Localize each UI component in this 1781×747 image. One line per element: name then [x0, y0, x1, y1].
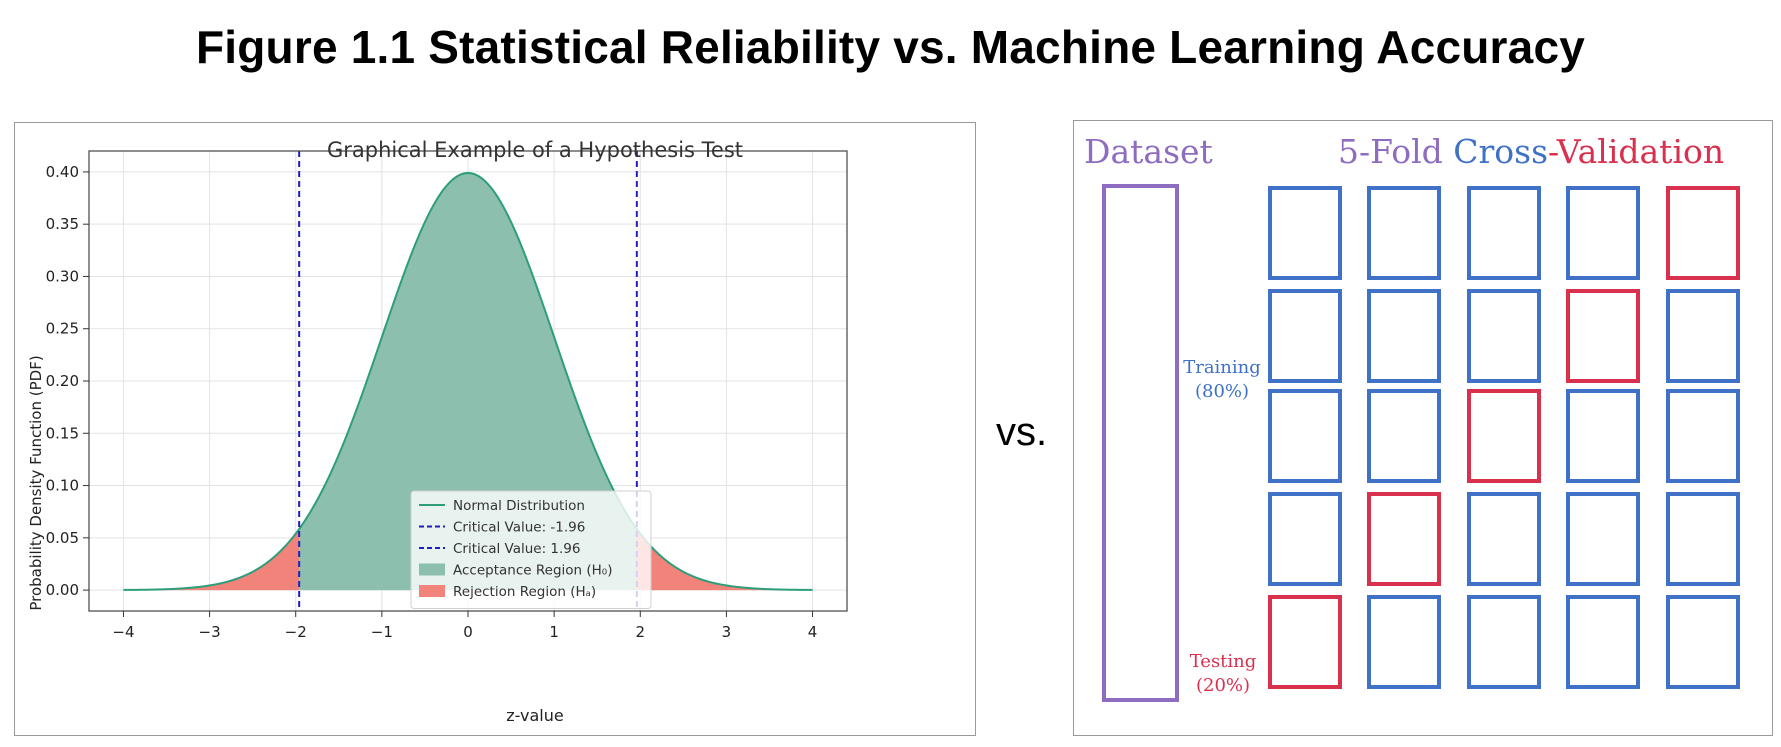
- legend-label: Normal Distribution: [453, 498, 585, 514]
- train-fold-box: [1367, 289, 1441, 383]
- train-fold-box: [1268, 389, 1342, 483]
- train-fold-box: [1467, 595, 1541, 689]
- x-tick-label: −2: [285, 623, 307, 641]
- legend-label: Critical Value: 1.96: [453, 541, 580, 557]
- y-axis-label: Probability Density Function (PDF): [27, 355, 45, 610]
- cross-validation-diagram: Dataset 5-Fold Cross-Validation Training…: [1084, 132, 1740, 702]
- training-label: Training: [1183, 357, 1261, 378]
- cv-title-cross: Cross: [1453, 132, 1548, 171]
- train-fold-box: [1666, 289, 1740, 383]
- testing-percent: (20%): [1196, 675, 1250, 696]
- cross-validation-panel: Dataset 5-Fold Cross-Validation Training…: [1073, 120, 1773, 736]
- test-fold-box: [1467, 389, 1541, 483]
- hypothesis-test-panel: −4 −3 −2 −1 0 1 2 3 4 0.00 0.05 0.10 0.15 0.20 0.25 0.3…: [14, 122, 976, 736]
- y-tick-label: 0.05: [46, 529, 79, 547]
- train-fold-box: [1666, 595, 1740, 689]
- train-fold-box: [1566, 595, 1640, 689]
- x-tick-label: 1: [549, 623, 559, 641]
- y-tick-label: 0.15: [46, 424, 79, 442]
- rejection-region: [123, 528, 300, 591]
- train-fold-box: [1566, 492, 1640, 586]
- y-tick-label: 0.30: [46, 267, 79, 285]
- chart-legend: Normal Distribution Critical Value: -1.96…: [410, 490, 652, 609]
- cv-title-fold: 5-Fold: [1338, 132, 1453, 171]
- x-tick-label: 2: [635, 623, 645, 641]
- dataset-bar: [1102, 184, 1179, 702]
- train-fold-box: [1268, 492, 1342, 586]
- test-fold-box: [1566, 289, 1640, 383]
- chart-title: Graphical Example of a Hypothesis Test: [327, 138, 743, 162]
- train-fold-box: [1467, 492, 1541, 586]
- train-fold-box: [1666, 492, 1740, 586]
- x-axis-label: z-value: [506, 706, 563, 725]
- training-percent: (80%): [1195, 381, 1249, 402]
- x-tick-label: −1: [371, 623, 393, 641]
- test-fold-box: [1268, 595, 1342, 689]
- figure-title: Figure 1.1 Statistical Reliability vs. M…: [195, 21, 1586, 73]
- fold-grid: [1268, 186, 1740, 689]
- y-tick-label: 0.10: [46, 477, 79, 495]
- hypothesis-test-chart: −4 −3 −2 −1 0 1 2 3 4 0.00 0.05 0.10 0.15 0.20 0.25 0.3…: [27, 138, 848, 725]
- train-fold-box: [1268, 186, 1342, 280]
- rejection-region: [636, 528, 813, 591]
- x-tick-label: −4: [112, 623, 134, 641]
- train-fold-box: [1566, 389, 1640, 483]
- train-fold-box: [1268, 289, 1342, 383]
- normal-distribution-curve: [123, 172, 813, 591]
- test-fold-box: [1666, 186, 1740, 280]
- train-fold-box: [1467, 289, 1541, 383]
- y-tick-label: 0.00: [46, 581, 79, 599]
- x-tick-label: 0: [463, 623, 473, 641]
- train-fold-box: [1367, 186, 1441, 280]
- train-fold-box: [1367, 595, 1441, 689]
- dataset-label: Dataset: [1084, 132, 1213, 171]
- train-fold-box: [1367, 389, 1441, 483]
- vs-label: vs.: [996, 410, 1048, 454]
- legend-label: Rejection Region (Hₐ): [453, 584, 596, 600]
- x-tick-label: 3: [722, 623, 732, 641]
- cv-title-validation: -Validation: [1548, 132, 1724, 171]
- acceptance-region: [299, 173, 637, 591]
- y-tick-label: 0.40: [46, 163, 79, 181]
- legend-label: Acceptance Region (H₀): [453, 563, 612, 579]
- legend-box: [410, 490, 652, 609]
- testing-label: Testing: [1190, 651, 1257, 672]
- train-fold-box: [1467, 186, 1541, 280]
- cv-title: 5-Fold Cross-Validation: [1338, 132, 1724, 171]
- y-tick-label: 0.20: [46, 372, 79, 390]
- x-tick-label: 4: [808, 623, 818, 641]
- legend-swatch: [419, 585, 445, 597]
- train-fold-box: [1666, 389, 1740, 483]
- y-tick-label: 0.35: [46, 215, 79, 233]
- y-tick-label: 0.25: [46, 320, 79, 338]
- test-fold-box: [1367, 492, 1441, 586]
- x-tick-label: −3: [199, 623, 221, 641]
- legend-swatch: [419, 563, 445, 576]
- legend-label: Critical Value: -1.96: [453, 520, 585, 536]
- train-fold-box: [1566, 186, 1640, 280]
